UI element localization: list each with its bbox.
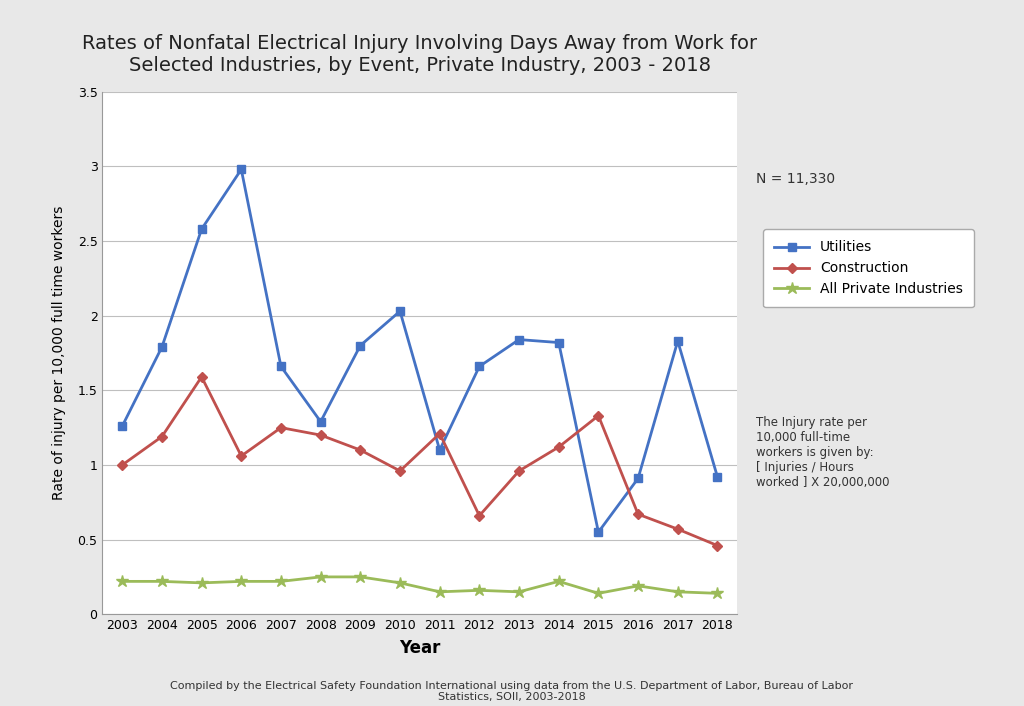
Utilities [553, 338, 565, 347]
Utilities [314, 417, 327, 426]
All Private Industries [513, 587, 525, 596]
Construction [632, 510, 644, 518]
Text: N = 11,330: N = 11,330 [757, 172, 836, 186]
Construction [553, 443, 565, 451]
All Private Industries [632, 582, 644, 590]
Construction [672, 525, 684, 533]
Construction [274, 424, 287, 432]
Construction [513, 467, 525, 475]
All Private Industries [156, 577, 168, 585]
Utilities [433, 445, 445, 454]
Construction [314, 431, 327, 439]
Construction [116, 461, 128, 469]
Line: Construction: Construction [119, 373, 721, 549]
All Private Industries [394, 579, 407, 587]
X-axis label: Year: Year [399, 639, 440, 657]
Legend: Utilities, Construction, All Private Industries: Utilities, Construction, All Private Ind… [763, 229, 974, 307]
Construction [712, 542, 724, 550]
Utilities [712, 472, 724, 481]
Line: Utilities: Utilities [118, 165, 722, 537]
Construction [156, 432, 168, 441]
Text: Compiled by the Electrical Safety Foundation International using data from the U: Compiled by the Electrical Safety Founda… [171, 681, 853, 702]
All Private Industries [196, 579, 208, 587]
Text: The Injury rate per
10,000 full-time
workers is given by:
[ Injuries / Hours
wor: The Injury rate per 10,000 full-time wor… [757, 416, 890, 489]
All Private Industries [433, 587, 445, 596]
All Private Industries [473, 586, 485, 594]
Utilities [354, 341, 367, 349]
Y-axis label: Rate of injury per 10,000 full time workers: Rate of injury per 10,000 full time work… [52, 206, 67, 500]
All Private Industries [592, 589, 604, 597]
Line: All Private Industries: All Private Industries [116, 570, 724, 599]
Construction [394, 467, 407, 475]
Utilities [592, 528, 604, 537]
All Private Industries [354, 573, 367, 581]
Construction [473, 511, 485, 520]
All Private Industries [672, 587, 684, 596]
Title: Rates of Nonfatal Electrical Injury Involving Days Away from Work for
Selected I: Rates of Nonfatal Electrical Injury Invo… [82, 34, 758, 75]
Utilities [116, 422, 128, 431]
All Private Industries [314, 573, 327, 581]
Utilities [196, 225, 208, 234]
All Private Industries [236, 577, 248, 585]
All Private Industries [274, 577, 287, 585]
All Private Industries [712, 589, 724, 597]
Utilities [156, 343, 168, 352]
Utilities [632, 474, 644, 483]
Construction [433, 429, 445, 438]
Construction [196, 373, 208, 381]
Utilities [473, 362, 485, 371]
Utilities [394, 307, 407, 316]
All Private Industries [116, 577, 128, 585]
Utilities [274, 362, 287, 371]
Construction [236, 452, 248, 460]
Utilities [513, 335, 525, 344]
Utilities [236, 165, 248, 174]
Construction [592, 412, 604, 420]
All Private Industries [553, 577, 565, 585]
Construction [354, 445, 367, 454]
Utilities [672, 337, 684, 345]
